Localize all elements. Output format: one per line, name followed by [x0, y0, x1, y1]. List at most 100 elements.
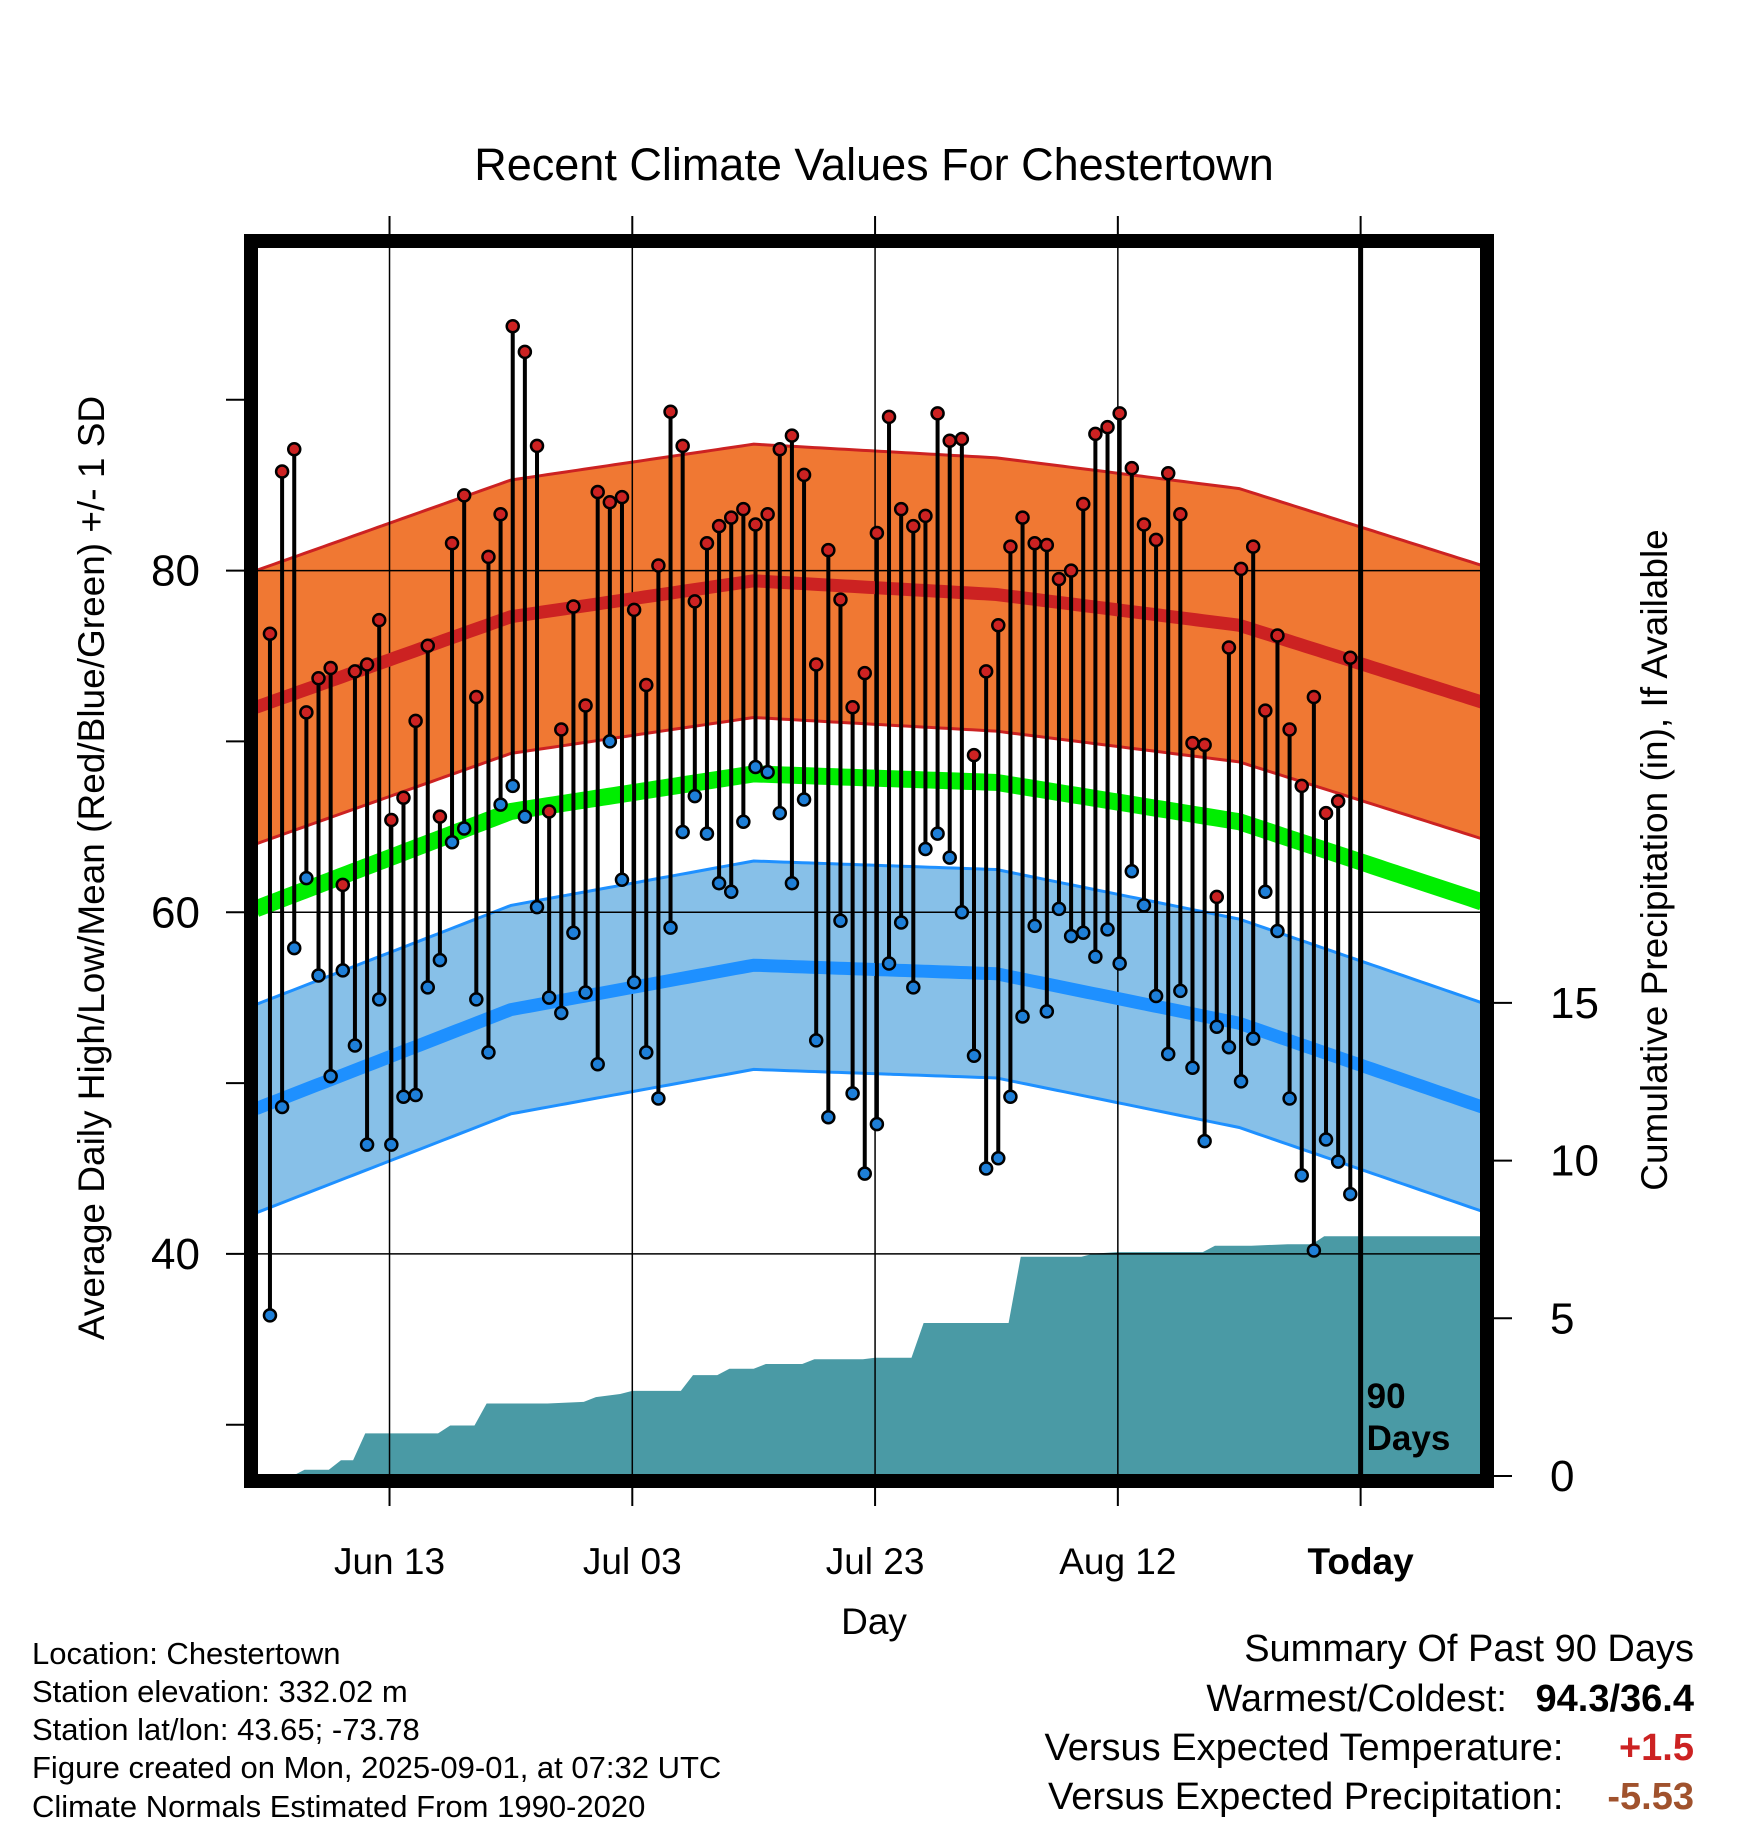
- daily-low-point: [371, 992, 387, 1007]
- daily-low-point: [1185, 1060, 1200, 1075]
- daily-low-point: [311, 968, 326, 983]
- daily-high-point: [1233, 561, 1249, 577]
- y2-tick-label: 0: [1550, 1452, 1574, 1501]
- daily-low-point: [1039, 1004, 1055, 1019]
- daily-high-point: [1258, 703, 1273, 718]
- x-tick-label: Jul 23: [826, 1541, 925, 1582]
- daily-high-point: [760, 506, 775, 522]
- plot-frame: [244, 234, 1494, 1488]
- daily-low-point: [541, 990, 557, 1005]
- daily-high-point: [1100, 419, 1115, 435]
- daily-low-point: [359, 1137, 375, 1152]
- daily-high-point: [918, 508, 933, 524]
- daily-high-point: [881, 409, 897, 425]
- daily-low-point: [978, 1161, 994, 1176]
- daily-low-point: [1294, 1168, 1309, 1183]
- daily-low-point: [505, 778, 520, 794]
- low-band-lower-edge: [256, 1067, 1482, 1215]
- daily-high-point: [420, 638, 436, 653]
- daily-low-point: [1124, 864, 1140, 879]
- daily-high-point: [991, 618, 1006, 633]
- daily-low-point: [845, 1086, 860, 1101]
- daily-low-point: [626, 975, 642, 990]
- daily-high-point: [481, 549, 496, 565]
- daily-high-point: [299, 705, 314, 720]
- daily-low-point: [1160, 1046, 1176, 1062]
- daily-high-point: [1173, 506, 1188, 522]
- daily-high-point: [1270, 628, 1285, 643]
- daily-low-point: [906, 980, 921, 995]
- daily-low-point: [1245, 1031, 1261, 1046]
- summary-warm-cold-value: 94.3/36.4: [1535, 1678, 1694, 1720]
- daily-high-point: [1015, 510, 1030, 525]
- daily-high-point: [1039, 537, 1055, 553]
- daily-low-point: [663, 920, 678, 935]
- daily-low-point: [711, 875, 727, 891]
- y-tick-label: 40: [151, 1230, 200, 1279]
- daily-high-point: [1209, 889, 1225, 905]
- summary-temp-value: +1.5: [1618, 1727, 1694, 1769]
- info-created: Figure created on Mon, 2025-09-01, at 07…: [32, 1750, 722, 1785]
- daily-low-point: [1330, 1154, 1346, 1169]
- daily-high-point: [1075, 496, 1091, 512]
- daily-high-point: [784, 428, 800, 443]
- daily-high-point: [1330, 793, 1346, 809]
- daily-high-point: [335, 877, 351, 893]
- daily-high-point: [1124, 460, 1140, 476]
- daily-low-point: [942, 850, 957, 865]
- y-axis-label: Average Daily High/Low/Mean (Red/Blue/Gr…: [71, 396, 112, 1340]
- precip-area: [256, 1236, 1482, 1476]
- daily-low-point: [1318, 1132, 1334, 1147]
- daily-high-point: [942, 433, 957, 448]
- daily-low-point: [262, 1308, 278, 1323]
- daily-high-point: [675, 438, 690, 454]
- daily-high-point: [323, 660, 338, 676]
- daily-low-point: [699, 826, 715, 841]
- daily-low-point: [1100, 922, 1115, 937]
- summary-warm-cold: Warmest/Coldest: 94.3/36.4: [1206, 1678, 1694, 1721]
- daily-high-point: [444, 536, 460, 551]
- daily-low-point: [808, 1033, 824, 1048]
- daily-high-point: [1160, 465, 1176, 481]
- daily-high-point: [978, 664, 994, 679]
- daily-low-point: [335, 963, 351, 978]
- y2-tick-label: 10: [1550, 1137, 1599, 1186]
- daily-high-point: [1221, 640, 1237, 655]
- summary-warm-cold-label: Warmest/Coldest:: [1206, 1678, 1507, 1720]
- summary-precip: Versus Expected Precipitation: -5.53: [1048, 1776, 1694, 1819]
- daily-high-point: [469, 689, 484, 705]
- x-tick-label: Today: [1308, 1541, 1415, 1582]
- daily-low-point: [1258, 884, 1273, 899]
- daily-low-point: [651, 1091, 666, 1106]
- daily-high-point: [578, 698, 593, 713]
- info-latlon: Station lat/lon: 43.65; -73.78: [32, 1712, 420, 1747]
- daily-low-point: [469, 992, 484, 1007]
- daily-low-point: [675, 824, 690, 840]
- daily-high-point: [529, 438, 545, 454]
- daily-high-point: [723, 510, 739, 525]
- daily-high-point: [663, 404, 678, 419]
- daily-high-point: [1245, 539, 1261, 554]
- summary-precip-label: Versus Expected Precipitation:: [1048, 1776, 1564, 1818]
- daily-high-point: [930, 406, 945, 421]
- daily-low-point: [554, 1005, 569, 1021]
- daily-low-point: [517, 809, 533, 824]
- daily-high-point: [1136, 517, 1152, 532]
- daily-high-point: [699, 536, 715, 551]
- daily-low-point: [323, 1069, 338, 1084]
- daily-high-point: [517, 344, 533, 360]
- daily-low-point: [1027, 918, 1042, 934]
- daily-low-point: [1173, 983, 1188, 999]
- daily-low-point: [1136, 898, 1152, 913]
- daily-high-point: [893, 501, 909, 517]
- daily-low-point: [772, 805, 788, 821]
- daily-high-point: [614, 489, 630, 505]
- daily-high-point: [541, 804, 557, 819]
- daily-high-point: [1148, 532, 1164, 548]
- daily-low-point: [893, 915, 909, 930]
- daily-high-point: [845, 700, 860, 715]
- daily-low-point: [432, 952, 448, 968]
- daily-high-point: [505, 319, 520, 334]
- daily-high-point: [639, 677, 654, 693]
